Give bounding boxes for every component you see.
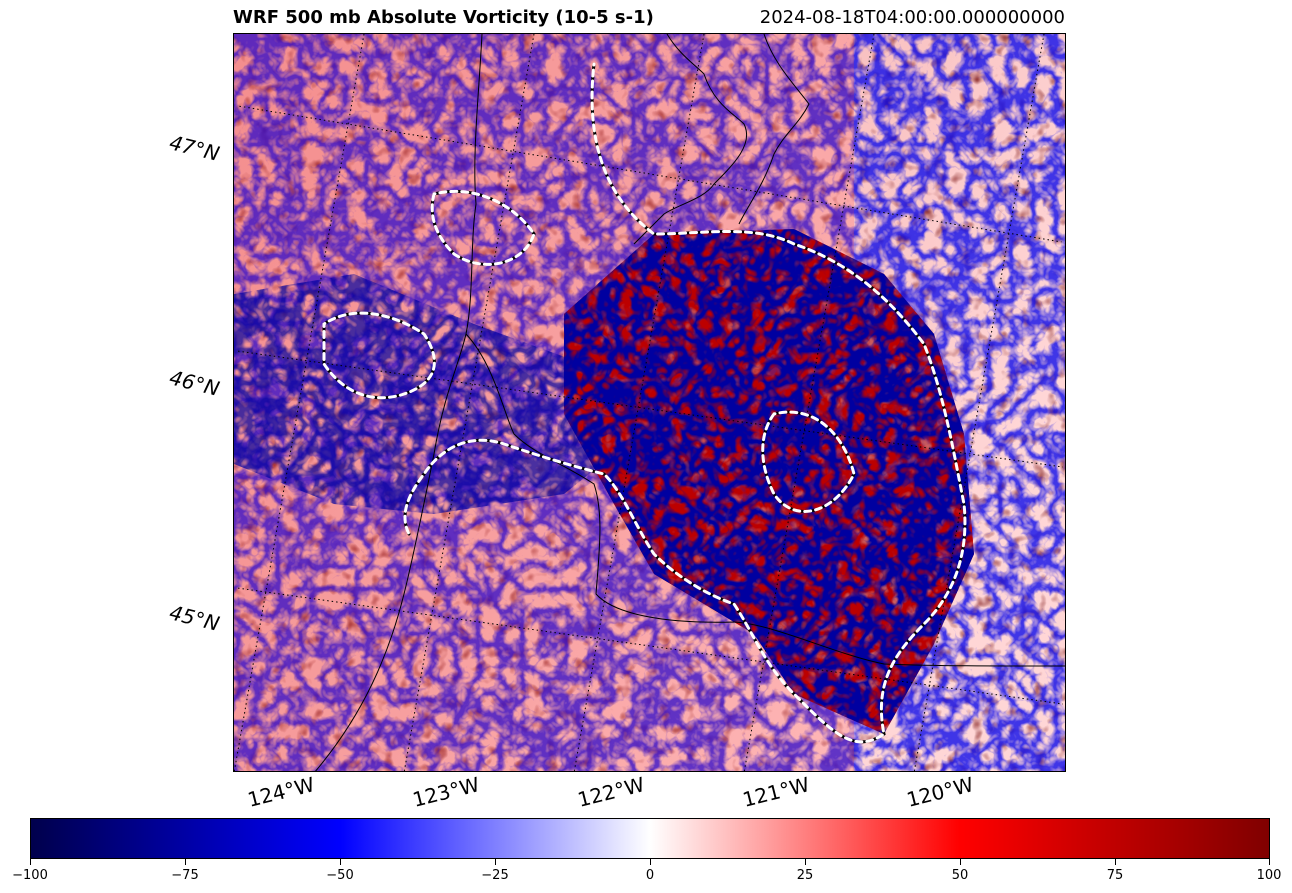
colorbar-label: −75 <box>171 868 199 883</box>
colorbar-label: 25 <box>796 868 814 883</box>
lon-label-121: 121°W <box>740 772 812 812</box>
colorbar-tick <box>1269 859 1270 865</box>
colorbar-tick <box>185 859 186 865</box>
colorbar-label: 0 <box>645 868 655 883</box>
colorbar <box>30 818 1270 859</box>
lat-label-46: 46°N <box>167 365 222 401</box>
colorbar-label: −25 <box>481 868 509 883</box>
colorbar-label: −50 <box>326 868 354 883</box>
graticule <box>234 34 1064 771</box>
coastline <box>314 34 1065 771</box>
lon-label-120: 120°W <box>904 772 976 812</box>
colorbar-label: 100 <box>1256 868 1282 883</box>
colorbar-tick <box>340 859 341 865</box>
colorbar-tick <box>495 859 496 865</box>
colorbar-label: −100 <box>12 868 48 883</box>
valid-time-label: 2024-08-18T04:00:00.000000000 <box>759 7 1065 28</box>
lon-label-123: 123°W <box>410 772 482 812</box>
colorbar-tick <box>650 859 651 865</box>
vorticity-field <box>234 34 1065 771</box>
vorticity-contours <box>322 62 967 744</box>
colorbar-tick <box>805 859 806 865</box>
map-title: WRF 500 mb Absolute Vorticity (10-5 s-1) <box>233 7 654 28</box>
colorbar-tick <box>1115 859 1116 865</box>
lon-label-122: 122°W <box>575 772 647 812</box>
colorbar-tick <box>30 859 31 865</box>
colorbar-tick <box>960 859 961 865</box>
lat-label-45: 45°N <box>167 600 222 636</box>
lat-label-47: 47°N <box>167 130 222 166</box>
colorbar-label: 75 <box>1106 868 1124 883</box>
colorbar-label: 50 <box>951 868 969 883</box>
lon-label-124: 124°W <box>245 772 317 812</box>
vorticity-map <box>233 33 1066 772</box>
